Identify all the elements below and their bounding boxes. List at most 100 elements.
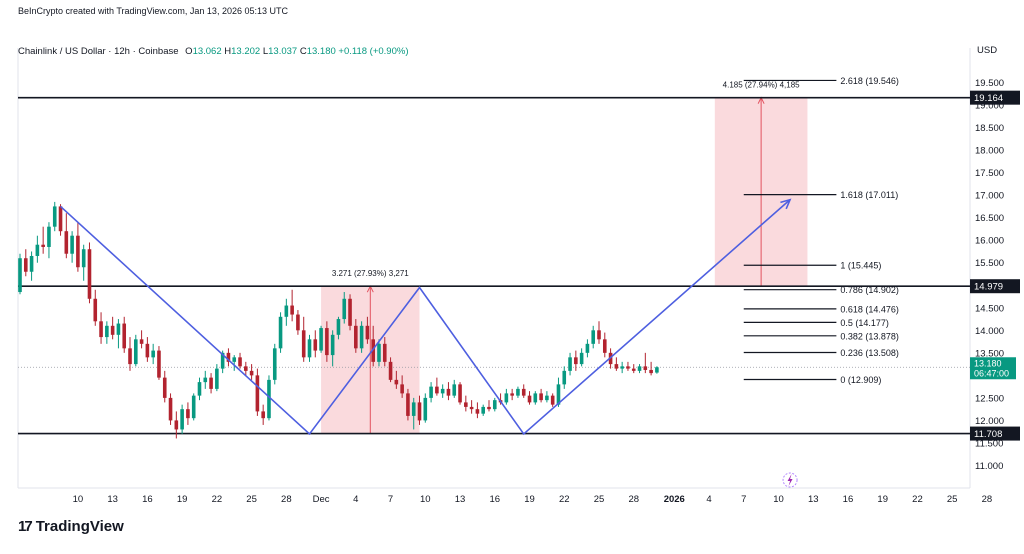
candle-body — [99, 321, 103, 338]
candle-body — [458, 384, 462, 403]
candle-body — [41, 244, 45, 247]
pattern-path — [59, 199, 791, 436]
candle-body — [70, 235, 74, 254]
candle-body — [64, 231, 69, 254]
candle-body — [440, 388, 445, 394]
candle-body — [423, 397, 428, 421]
candle-body — [649, 369, 653, 374]
candle-body — [620, 366, 624, 369]
candle-body — [76, 235, 80, 268]
y-tick-label: 13.500 — [975, 348, 1004, 359]
candle-body — [539, 393, 543, 401]
y-tick-label: 16.000 — [975, 236, 1004, 247]
candle-body — [168, 397, 173, 421]
tradingview-logo: 17 TradingView — [18, 518, 124, 535]
x-tick-label: 16 — [843, 494, 854, 505]
candle-body — [411, 402, 416, 416]
y-tick-label: 11.000 — [975, 461, 1003, 472]
candle-body — [58, 206, 63, 232]
low-label: L — [262, 46, 269, 57]
candle-body — [197, 382, 202, 396]
level-price-label: 19.164 — [974, 93, 1003, 104]
y-tick-label: 19.000 — [975, 101, 1004, 112]
x-tick-label: 28 — [281, 494, 292, 505]
candle-body — [244, 366, 248, 371]
x-tick-label: 25 — [947, 494, 958, 505]
candle-body — [325, 328, 329, 356]
candle-body — [29, 255, 34, 272]
candle-body — [585, 343, 590, 353]
candle-body — [510, 393, 514, 396]
x-tick-label: 25 — [594, 494, 605, 505]
level-price-label: 14.979 — [974, 282, 1003, 293]
candle-body — [307, 339, 312, 358]
candle-body — [261, 411, 265, 419]
y-tick-label: 11.500 — [975, 438, 1003, 449]
candle-body — [232, 357, 237, 362]
candle-body — [377, 343, 381, 362]
fib-level-label: 1.618 (17.011) — [840, 190, 898, 200]
candle-body — [342, 298, 347, 320]
events-icon-bolt — [787, 474, 793, 486]
change-value: +0.118 (+0.90%) — [338, 46, 409, 57]
pattern-arrowhead — [780, 198, 792, 210]
level-price-tag — [970, 426, 1020, 441]
candle-body — [255, 375, 260, 412]
candle-body — [475, 409, 480, 414]
candle-body — [492, 400, 497, 410]
candle-body — [105, 325, 109, 338]
fib-level-label: 0.236 (13.508) — [840, 348, 899, 358]
x-tick-label: 7 — [388, 494, 393, 505]
events-lightning-icon — [782, 472, 798, 488]
candle-body — [191, 395, 196, 419]
candle-body — [18, 258, 22, 293]
candle-body — [556, 384, 561, 405]
open-value: 13.062 — [192, 46, 222, 57]
x-tick-label: 19 — [877, 494, 888, 505]
candle-body — [313, 339, 318, 351]
candle-body — [81, 249, 86, 268]
measure-label: 3.271 (27.93%) 3,271 — [332, 269, 409, 278]
currency-label: USD — [977, 45, 998, 56]
candle-body — [521, 388, 526, 396]
candle-body — [296, 314, 300, 331]
y-tick-label: 14.500 — [975, 303, 1004, 314]
x-tick-label: Dec — [313, 494, 330, 505]
y-tick-label: 15.500 — [975, 258, 1004, 269]
y-tick-label: 12.500 — [975, 393, 1004, 404]
x-tick-label: 28 — [982, 494, 993, 505]
candle-body — [180, 409, 184, 430]
candle-body — [157, 350, 161, 378]
candle-body — [631, 368, 636, 371]
candle-body — [481, 406, 485, 414]
x-tick-label: 13 — [107, 494, 118, 505]
x-tick-label: 10 — [73, 494, 84, 505]
candle-body — [284, 305, 289, 317]
fib-level-label: 0.5 (14.177) — [840, 318, 889, 328]
candle-body — [597, 330, 601, 340]
candle-body — [487, 406, 491, 410]
candle-body — [579, 352, 584, 365]
candle-body — [87, 249, 92, 299]
candle-body — [446, 388, 451, 396]
candle-body — [435, 386, 439, 394]
tradingview-logo-icon: 17 — [18, 518, 33, 535]
candle-body — [272, 348, 277, 380]
candle-body — [336, 319, 341, 335]
fib-level-label: 2.618 (19.546) — [840, 76, 899, 86]
candle-body — [47, 226, 51, 247]
candle-body — [238, 357, 242, 367]
candle-body — [35, 244, 40, 256]
low-value: 13.037 — [268, 46, 298, 57]
candle-body — [464, 402, 468, 407]
candle-body — [545, 395, 549, 401]
fib-level-label: 0 (12.909) — [840, 375, 881, 385]
candle-body — [637, 366, 642, 371]
candle-body — [151, 350, 155, 358]
candle-body — [643, 366, 648, 370]
candle-body — [128, 348, 132, 365]
y-tick-label: 16.500 — [975, 213, 1004, 224]
candle-body — [348, 298, 352, 326]
candle-body — [602, 339, 607, 353]
